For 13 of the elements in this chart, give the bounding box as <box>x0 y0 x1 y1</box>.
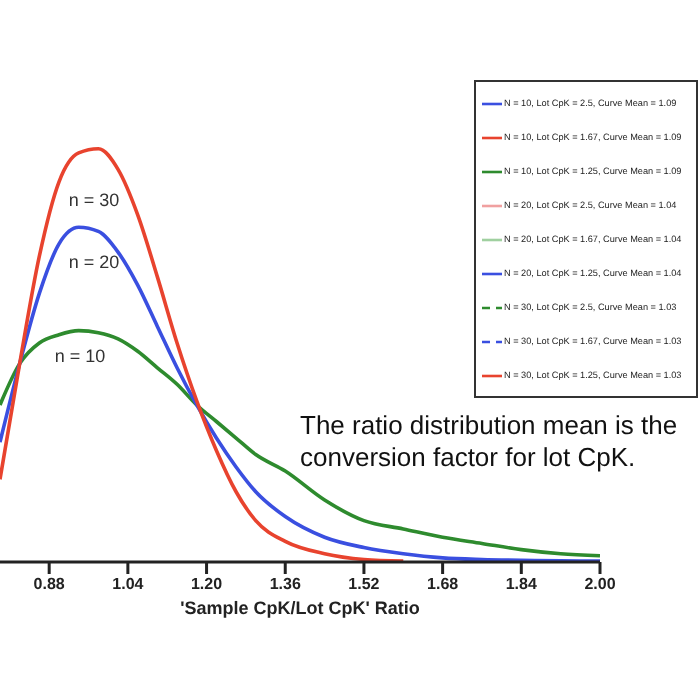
x-tick-label: 1.84 <box>505 575 538 594</box>
x-tick-label: 1.20 <box>190 575 224 594</box>
annotation: The ratio distribution mean is the conversion factor for lot CpK. <box>300 410 680 474</box>
x-tick-label: 1.36 <box>269 575 302 594</box>
x-tick-label: 1.68 <box>427 575 460 594</box>
x-tick-label: 1.52 <box>348 575 381 594</box>
annotation: n = 10 <box>54 346 106 366</box>
x-tick-label: 2.00 <box>584 575 617 594</box>
annotation: n = 30 <box>68 190 120 210</box>
x-axis-title: 'Sample CpK/Lot CpK' Ratio <box>180 598 421 618</box>
x-tick-label: 0.88 <box>33 575 66 594</box>
x-tick-label: 1.04 <box>112 575 145 594</box>
annotation: n = 20 <box>68 252 120 272</box>
